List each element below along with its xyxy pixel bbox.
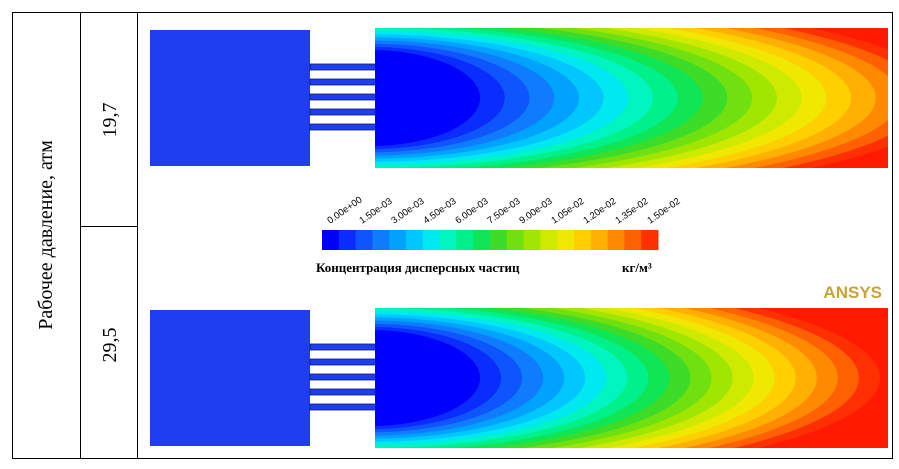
colorbar-label: Концентрация дисперсных частиц: [316, 260, 520, 275]
injector-block: [150, 30, 310, 166]
nozzle: [310, 109, 376, 115]
colorbar-band: [591, 230, 608, 250]
colorbar-band: [557, 230, 574, 250]
colorbar-tick-label: 9.00e-03: [517, 196, 554, 227]
nozzle: [310, 79, 376, 85]
colorbar-band: [423, 230, 440, 250]
colorbar-unit: кг/м³: [622, 260, 652, 275]
ansys-logo: ANSYS: [823, 283, 882, 302]
injector-block: [150, 310, 310, 446]
colorbar-tick-label: 1.35e-02: [613, 196, 650, 227]
colorbar-band: [473, 230, 490, 250]
colorbar-band: [339, 230, 356, 250]
colorbar-band: [406, 230, 423, 250]
nozzle: [310, 374, 376, 380]
colorbar-band: [641, 230, 658, 250]
colorbar-band: [440, 230, 457, 250]
nozzle: [310, 64, 376, 70]
colorbar-band: [608, 230, 625, 250]
colorbar-tick-label: 1.05e-02: [549, 196, 586, 227]
colorbar-band: [524, 230, 541, 250]
colorbar-tick-label: 3.00e-03: [389, 196, 426, 227]
contour: [0, 270, 888, 464]
colorbar-band: [372, 230, 389, 250]
nozzle: [310, 124, 376, 130]
colorbar-band: [624, 230, 641, 250]
colorbar-tick-label: 4.50e-03: [421, 196, 458, 227]
colorbar-band: [507, 230, 524, 250]
row-header: Рабочее давление, атм: [35, 140, 57, 330]
nozzle: [310, 359, 376, 365]
colorbar-band: [574, 230, 591, 250]
colorbar-band: [490, 230, 507, 250]
colorbar-band: [456, 230, 473, 250]
nozzle: [310, 389, 376, 395]
colorbar-tick-label: 1.50e-02: [645, 196, 682, 227]
colorbar-tick-label: 7.50e-03: [485, 196, 522, 227]
colorbar-band: [389, 230, 406, 250]
contour: [0, 0, 899, 206]
nozzle: [310, 94, 376, 100]
colorbar-band: [322, 230, 339, 250]
pressure-value: 29,5: [99, 328, 121, 363]
nozzle: [310, 404, 376, 410]
pressure-value: 19,7: [99, 103, 121, 138]
colorbar-tick-label: 6.00e-03: [453, 196, 490, 227]
nozzle: [310, 344, 376, 350]
colorbar-tick-label: 0.00e+00: [325, 195, 364, 227]
colorbar-band: [356, 230, 373, 250]
colorbar-tick-label: 1.50e-03: [357, 196, 394, 227]
colorbar-band: [540, 230, 557, 250]
figure: Рабочее давление, атм 19,7 29,5 0.00e+00…: [0, 0, 899, 464]
colorbar-tick-label: 1.20e-02: [581, 196, 618, 227]
colorbar: 0.00e+001.50e-033.00e-034.50e-036.00e-03…: [322, 195, 682, 250]
